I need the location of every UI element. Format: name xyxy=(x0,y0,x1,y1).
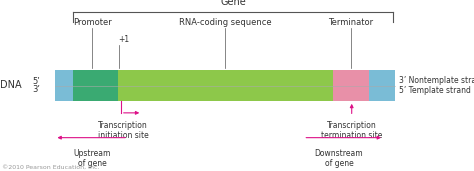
Bar xyxy=(333,70,369,101)
Text: 3’ Nontemplate strand: 3’ Nontemplate strand xyxy=(399,76,474,85)
Bar xyxy=(73,70,118,101)
Text: Transcription
termination site: Transcription termination site xyxy=(321,121,383,140)
Bar xyxy=(369,70,395,101)
Text: Upstream
of gene: Upstream of gene xyxy=(74,149,111,168)
Text: ©2010 Pearson Education, Inc.: ©2010 Pearson Education, Inc. xyxy=(2,164,100,169)
Text: +1: +1 xyxy=(118,35,129,44)
Text: Transcription
initiation site: Transcription initiation site xyxy=(98,121,149,140)
Text: RNA-coding sequence: RNA-coding sequence xyxy=(179,18,272,27)
Text: Promoter: Promoter xyxy=(73,18,112,27)
Text: 5’: 5’ xyxy=(33,77,40,86)
Text: 5’ Template strand: 5’ Template strand xyxy=(399,86,471,95)
Text: DNA: DNA xyxy=(0,81,21,90)
Text: Downstream
of gene: Downstream of gene xyxy=(315,149,363,168)
Text: 3’: 3’ xyxy=(32,85,40,94)
Text: Terminator: Terminator xyxy=(328,18,374,27)
Text: Gene: Gene xyxy=(220,0,246,7)
Bar xyxy=(118,70,333,101)
Bar xyxy=(55,70,73,101)
